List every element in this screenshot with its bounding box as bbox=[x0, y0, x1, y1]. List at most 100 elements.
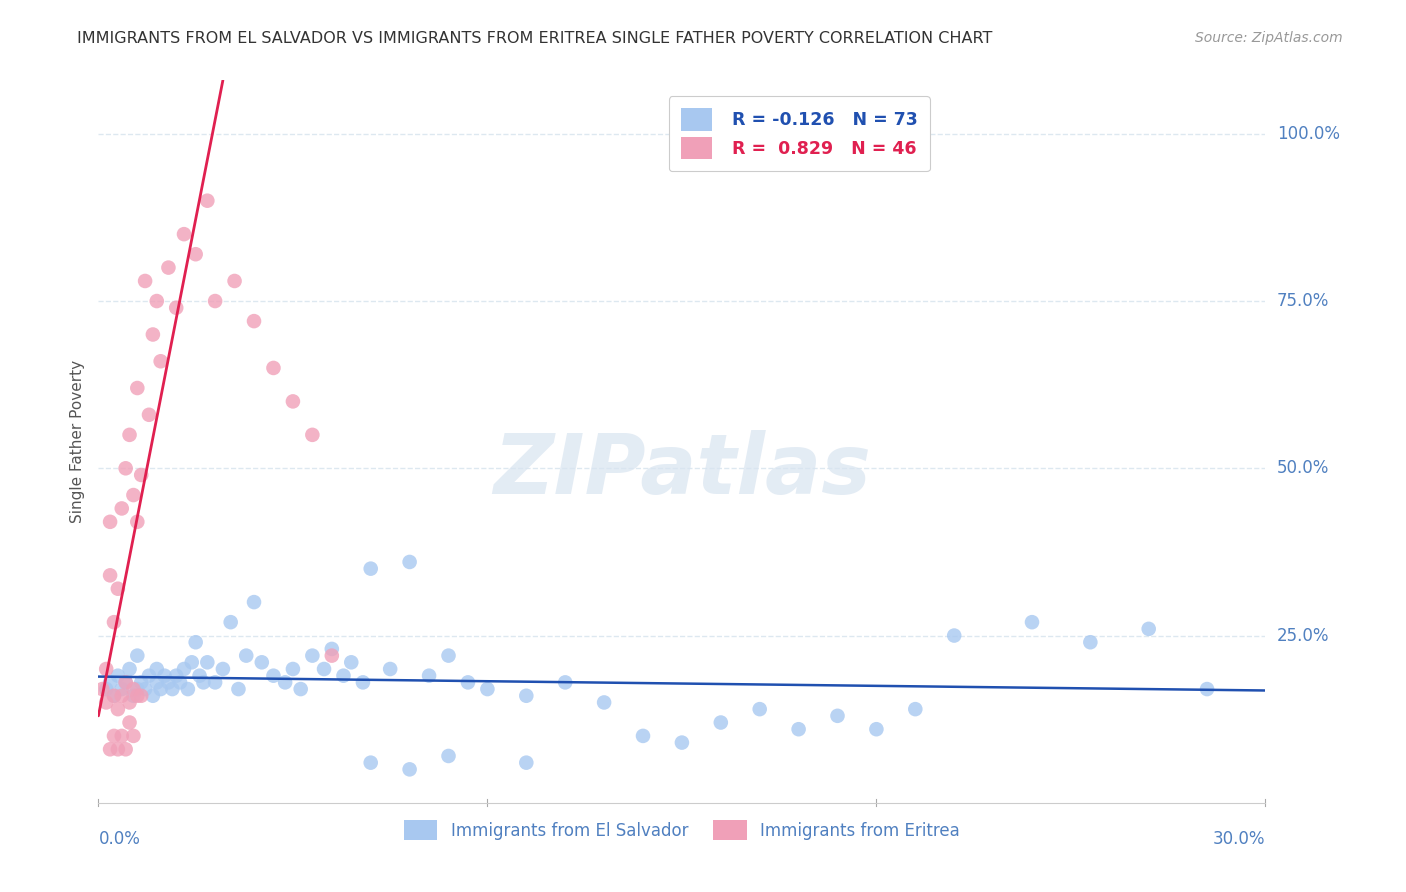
Point bbox=[262, 669, 284, 683]
Point bbox=[114, 675, 136, 690]
Point bbox=[134, 274, 156, 288]
Point bbox=[114, 675, 136, 690]
Point bbox=[671, 735, 693, 749]
Point bbox=[91, 681, 114, 696]
Point bbox=[748, 702, 770, 716]
Point bbox=[107, 582, 129, 596]
Point bbox=[118, 662, 141, 676]
Point bbox=[96, 662, 118, 676]
Text: 0.0%: 0.0% bbox=[98, 830, 141, 847]
Point bbox=[98, 675, 121, 690]
Text: IMMIGRANTS FROM EL SALVADOR VS IMMIGRANTS FROM ERITREA SINGLE FATHER POVERTY COR: IMMIGRANTS FROM EL SALVADOR VS IMMIGRANT… bbox=[77, 31, 993, 46]
Point bbox=[118, 427, 141, 442]
Text: 30.0%: 30.0% bbox=[1213, 830, 1265, 847]
Point bbox=[243, 595, 266, 609]
Point bbox=[98, 515, 121, 529]
Point bbox=[1137, 622, 1160, 636]
Point bbox=[477, 681, 499, 696]
Point bbox=[138, 669, 160, 683]
Point bbox=[262, 361, 284, 376]
Point bbox=[122, 681, 145, 696]
Point bbox=[165, 301, 187, 315]
Point bbox=[180, 655, 202, 669]
Point bbox=[96, 681, 118, 696]
Point bbox=[118, 715, 141, 730]
Point bbox=[631, 729, 654, 743]
Point bbox=[1195, 681, 1218, 696]
Point bbox=[312, 662, 335, 676]
Point bbox=[157, 260, 180, 275]
Point bbox=[193, 675, 215, 690]
Point bbox=[103, 689, 125, 703]
Point bbox=[129, 675, 152, 690]
Point bbox=[710, 715, 733, 730]
Point bbox=[157, 675, 180, 690]
Point bbox=[107, 742, 129, 756]
Point bbox=[515, 689, 537, 703]
Point bbox=[360, 756, 382, 770]
Point bbox=[360, 562, 382, 576]
Point bbox=[228, 681, 250, 696]
Point bbox=[787, 723, 810, 737]
Point bbox=[593, 696, 616, 710]
Point bbox=[122, 488, 145, 502]
Point bbox=[118, 696, 141, 710]
Point bbox=[173, 227, 195, 242]
Point bbox=[281, 662, 304, 676]
Point bbox=[103, 729, 125, 743]
Point bbox=[111, 729, 134, 743]
Point bbox=[114, 461, 136, 475]
Point bbox=[184, 635, 207, 649]
Point bbox=[195, 655, 218, 669]
Point bbox=[127, 681, 149, 696]
Point bbox=[398, 762, 420, 776]
Point bbox=[107, 669, 129, 683]
Point bbox=[184, 247, 207, 261]
Point bbox=[114, 742, 136, 756]
Point bbox=[127, 689, 149, 703]
Point bbox=[554, 675, 576, 690]
Point bbox=[111, 681, 134, 696]
Point bbox=[515, 756, 537, 770]
Point bbox=[1080, 635, 1102, 649]
Point bbox=[195, 194, 218, 208]
Point bbox=[827, 708, 849, 723]
Point bbox=[398, 555, 420, 569]
Point bbox=[122, 689, 145, 703]
Point bbox=[235, 648, 257, 663]
Point bbox=[153, 669, 176, 683]
Point bbox=[212, 662, 235, 676]
Point bbox=[274, 675, 297, 690]
Point bbox=[321, 648, 343, 663]
Point bbox=[162, 681, 184, 696]
Point bbox=[169, 675, 191, 690]
Text: 25.0%: 25.0% bbox=[1277, 626, 1330, 645]
Point bbox=[122, 729, 145, 743]
Point bbox=[103, 615, 125, 630]
Point bbox=[281, 394, 304, 409]
Point bbox=[243, 314, 266, 328]
Point bbox=[165, 669, 187, 683]
Point bbox=[149, 354, 172, 368]
Point bbox=[352, 675, 374, 690]
Point bbox=[301, 648, 323, 663]
Point bbox=[127, 515, 149, 529]
Point bbox=[943, 628, 966, 642]
Point bbox=[188, 669, 211, 683]
Point bbox=[142, 327, 165, 342]
Point bbox=[107, 702, 129, 716]
Point bbox=[111, 689, 134, 703]
Point bbox=[103, 689, 125, 703]
Point bbox=[129, 689, 152, 703]
Point bbox=[865, 723, 887, 737]
Point bbox=[98, 568, 121, 582]
Point bbox=[142, 689, 165, 703]
Point bbox=[146, 675, 169, 690]
Point bbox=[98, 742, 121, 756]
Point bbox=[204, 675, 226, 690]
Point bbox=[219, 615, 242, 630]
Text: Source: ZipAtlas.com: Source: ZipAtlas.com bbox=[1195, 31, 1343, 45]
Point bbox=[457, 675, 479, 690]
Point bbox=[149, 681, 172, 696]
Point bbox=[173, 662, 195, 676]
